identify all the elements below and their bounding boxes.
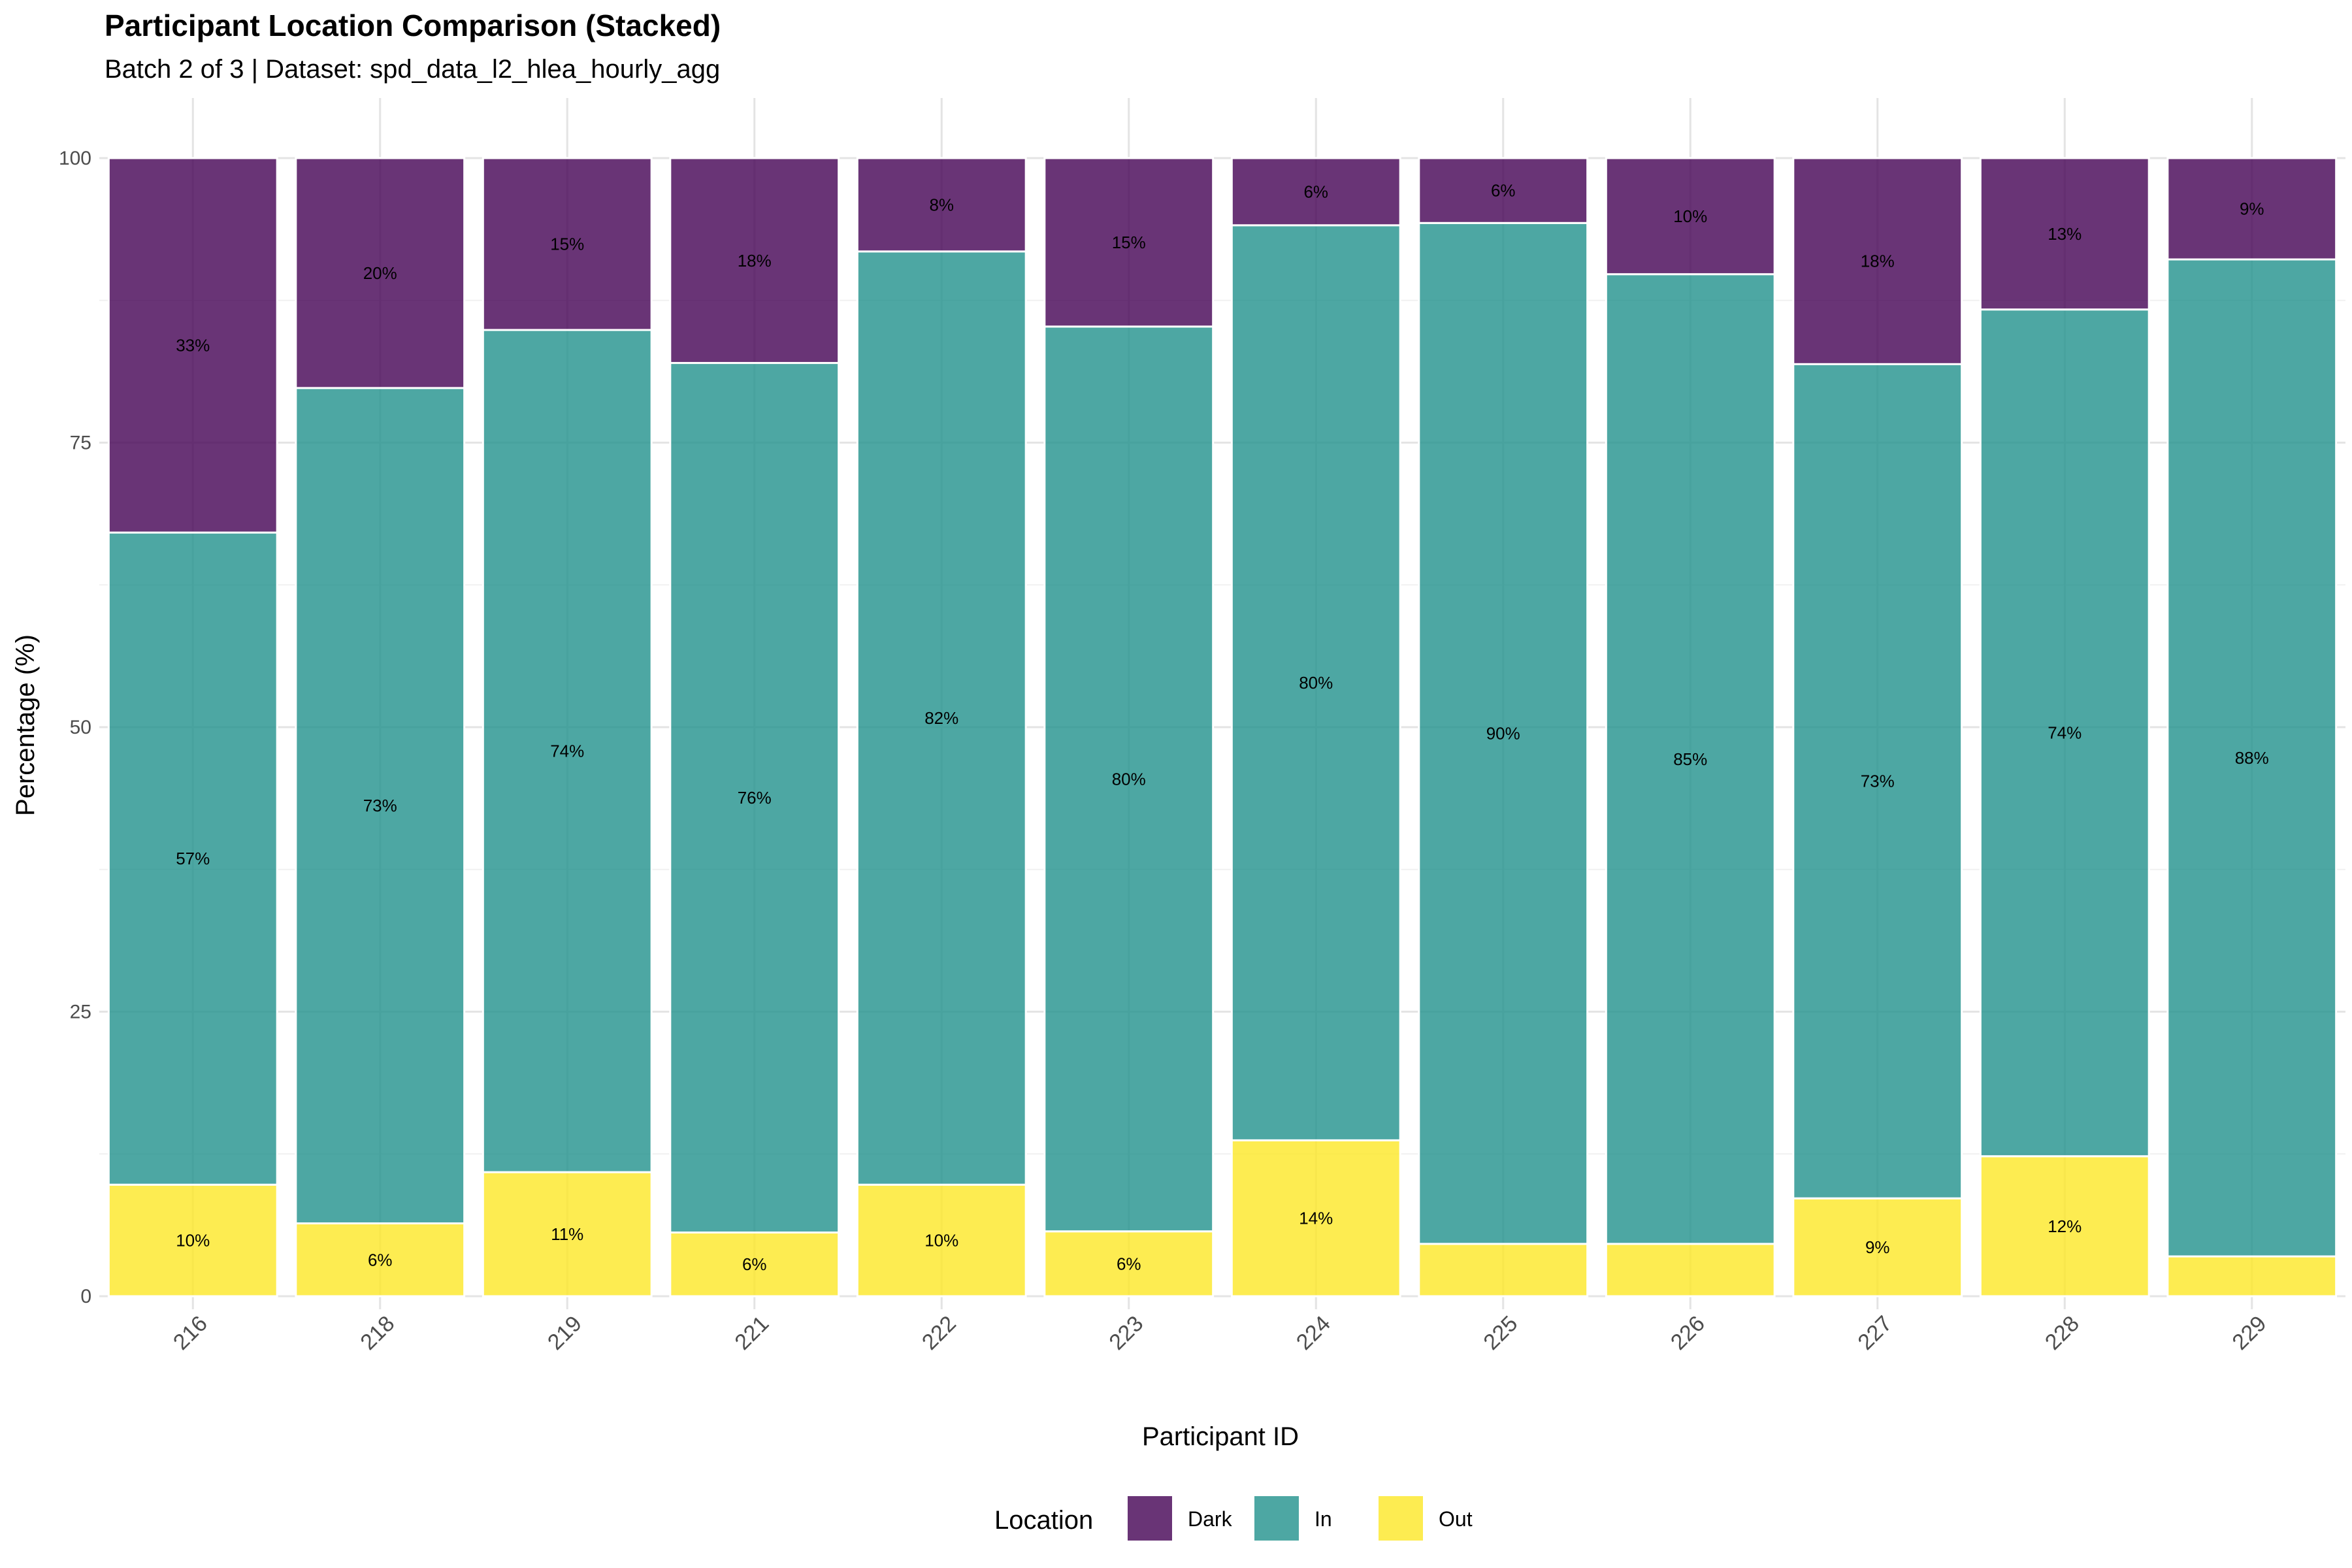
bar-value-label: 74%	[550, 742, 584, 761]
legend-swatch-in	[1254, 1496, 1299, 1541]
bar-value-label: 76%	[738, 788, 772, 808]
bar-value-label: 9%	[2240, 199, 2264, 219]
bar-value-label: 10%	[1673, 206, 1707, 226]
bar-value-label: 12%	[2048, 1217, 2082, 1236]
bar-value-label: 6%	[1303, 182, 1328, 201]
bar-value-label: 80%	[1299, 673, 1333, 693]
y-tick-label: 75	[70, 433, 91, 454]
bar-value-label: 80%	[1112, 769, 1146, 789]
x-tick-label: 228	[2040, 1311, 2084, 1355]
bar-value-label: 20%	[363, 263, 397, 283]
bar-value-label: 33%	[176, 336, 210, 355]
legend-title: Location	[994, 1506, 1093, 1535]
y-tick-label: 100	[59, 148, 91, 169]
bar-value-label: 6%	[368, 1250, 393, 1269]
x-tick-label: 224	[1292, 1311, 1335, 1355]
bar-value-label: 57%	[176, 849, 210, 868]
x-tick-label: 225	[1478, 1311, 1522, 1355]
legend-label-dark: Dark	[1188, 1507, 1233, 1531]
x-tick-label: 216	[169, 1311, 212, 1355]
legend-label-in: In	[1315, 1507, 1332, 1531]
bar-value-label: 18%	[738, 251, 772, 270]
bar-value-label: 8%	[929, 195, 954, 214]
bar-value-label: 6%	[1117, 1254, 1141, 1273]
bar-value-label: 88%	[2235, 748, 2269, 768]
bar-value-label: 85%	[1673, 749, 1707, 769]
bar-value-label: 90%	[1486, 724, 1520, 743]
x-tick-label: 221	[730, 1311, 774, 1355]
x-axis-title: Participant ID	[1142, 1422, 1299, 1451]
bar-value-label: 74%	[2048, 723, 2082, 743]
bar-value-label: 82%	[924, 708, 958, 728]
x-tick-label: 219	[543, 1311, 587, 1355]
legend-swatch-out	[1379, 1496, 1423, 1541]
legend-label-out: Out	[1439, 1507, 1473, 1531]
y-tick-label: 0	[80, 1286, 91, 1307]
x-tick-label: 226	[1666, 1311, 1710, 1355]
bar-value-label: 18%	[1861, 252, 1895, 271]
bar-segment-out	[1419, 1244, 1588, 1296]
x-tick-label: 227	[1853, 1311, 1897, 1355]
bar-value-label: 11%	[551, 1224, 583, 1244]
legend: Location Dark In Out	[994, 1496, 1473, 1541]
y-axis-title: Percentage (%)	[11, 634, 40, 816]
x-tick-label: 223	[1104, 1311, 1148, 1355]
y-tick-label: 25	[70, 1002, 91, 1023]
y-tick-labels: 0 25 50 75 100	[59, 148, 91, 1307]
legend-swatch-dark	[1128, 1496, 1172, 1541]
x-tick-label: 222	[917, 1311, 961, 1355]
bar-value-label: 10%	[924, 1231, 958, 1250]
x-tick-label: 229	[2227, 1311, 2271, 1355]
bar-value-label: 6%	[742, 1254, 767, 1274]
bar-value-label: 13%	[2048, 224, 2082, 244]
bar-value-label: 10%	[176, 1231, 210, 1250]
bar-segment-out	[2168, 1256, 2336, 1296]
bar-value-label: 73%	[363, 796, 397, 815]
bar-value-label: 6%	[1491, 181, 1516, 201]
x-tick-labels: 216 218 219 221 222 223 224 225 226 227 228 229	[169, 1311, 2271, 1355]
x-tick-label: 218	[355, 1311, 399, 1355]
bar-value-label: 9%	[1865, 1237, 1890, 1257]
bar-value-label: 73%	[1861, 772, 1895, 791]
y-tick-label: 50	[70, 717, 91, 738]
bar-segment-out	[1606, 1244, 1774, 1296]
bar-value-label: 14%	[1299, 1209, 1333, 1228]
bar-value-label: 15%	[1112, 233, 1146, 252]
bar-value-label: 15%	[550, 235, 584, 254]
